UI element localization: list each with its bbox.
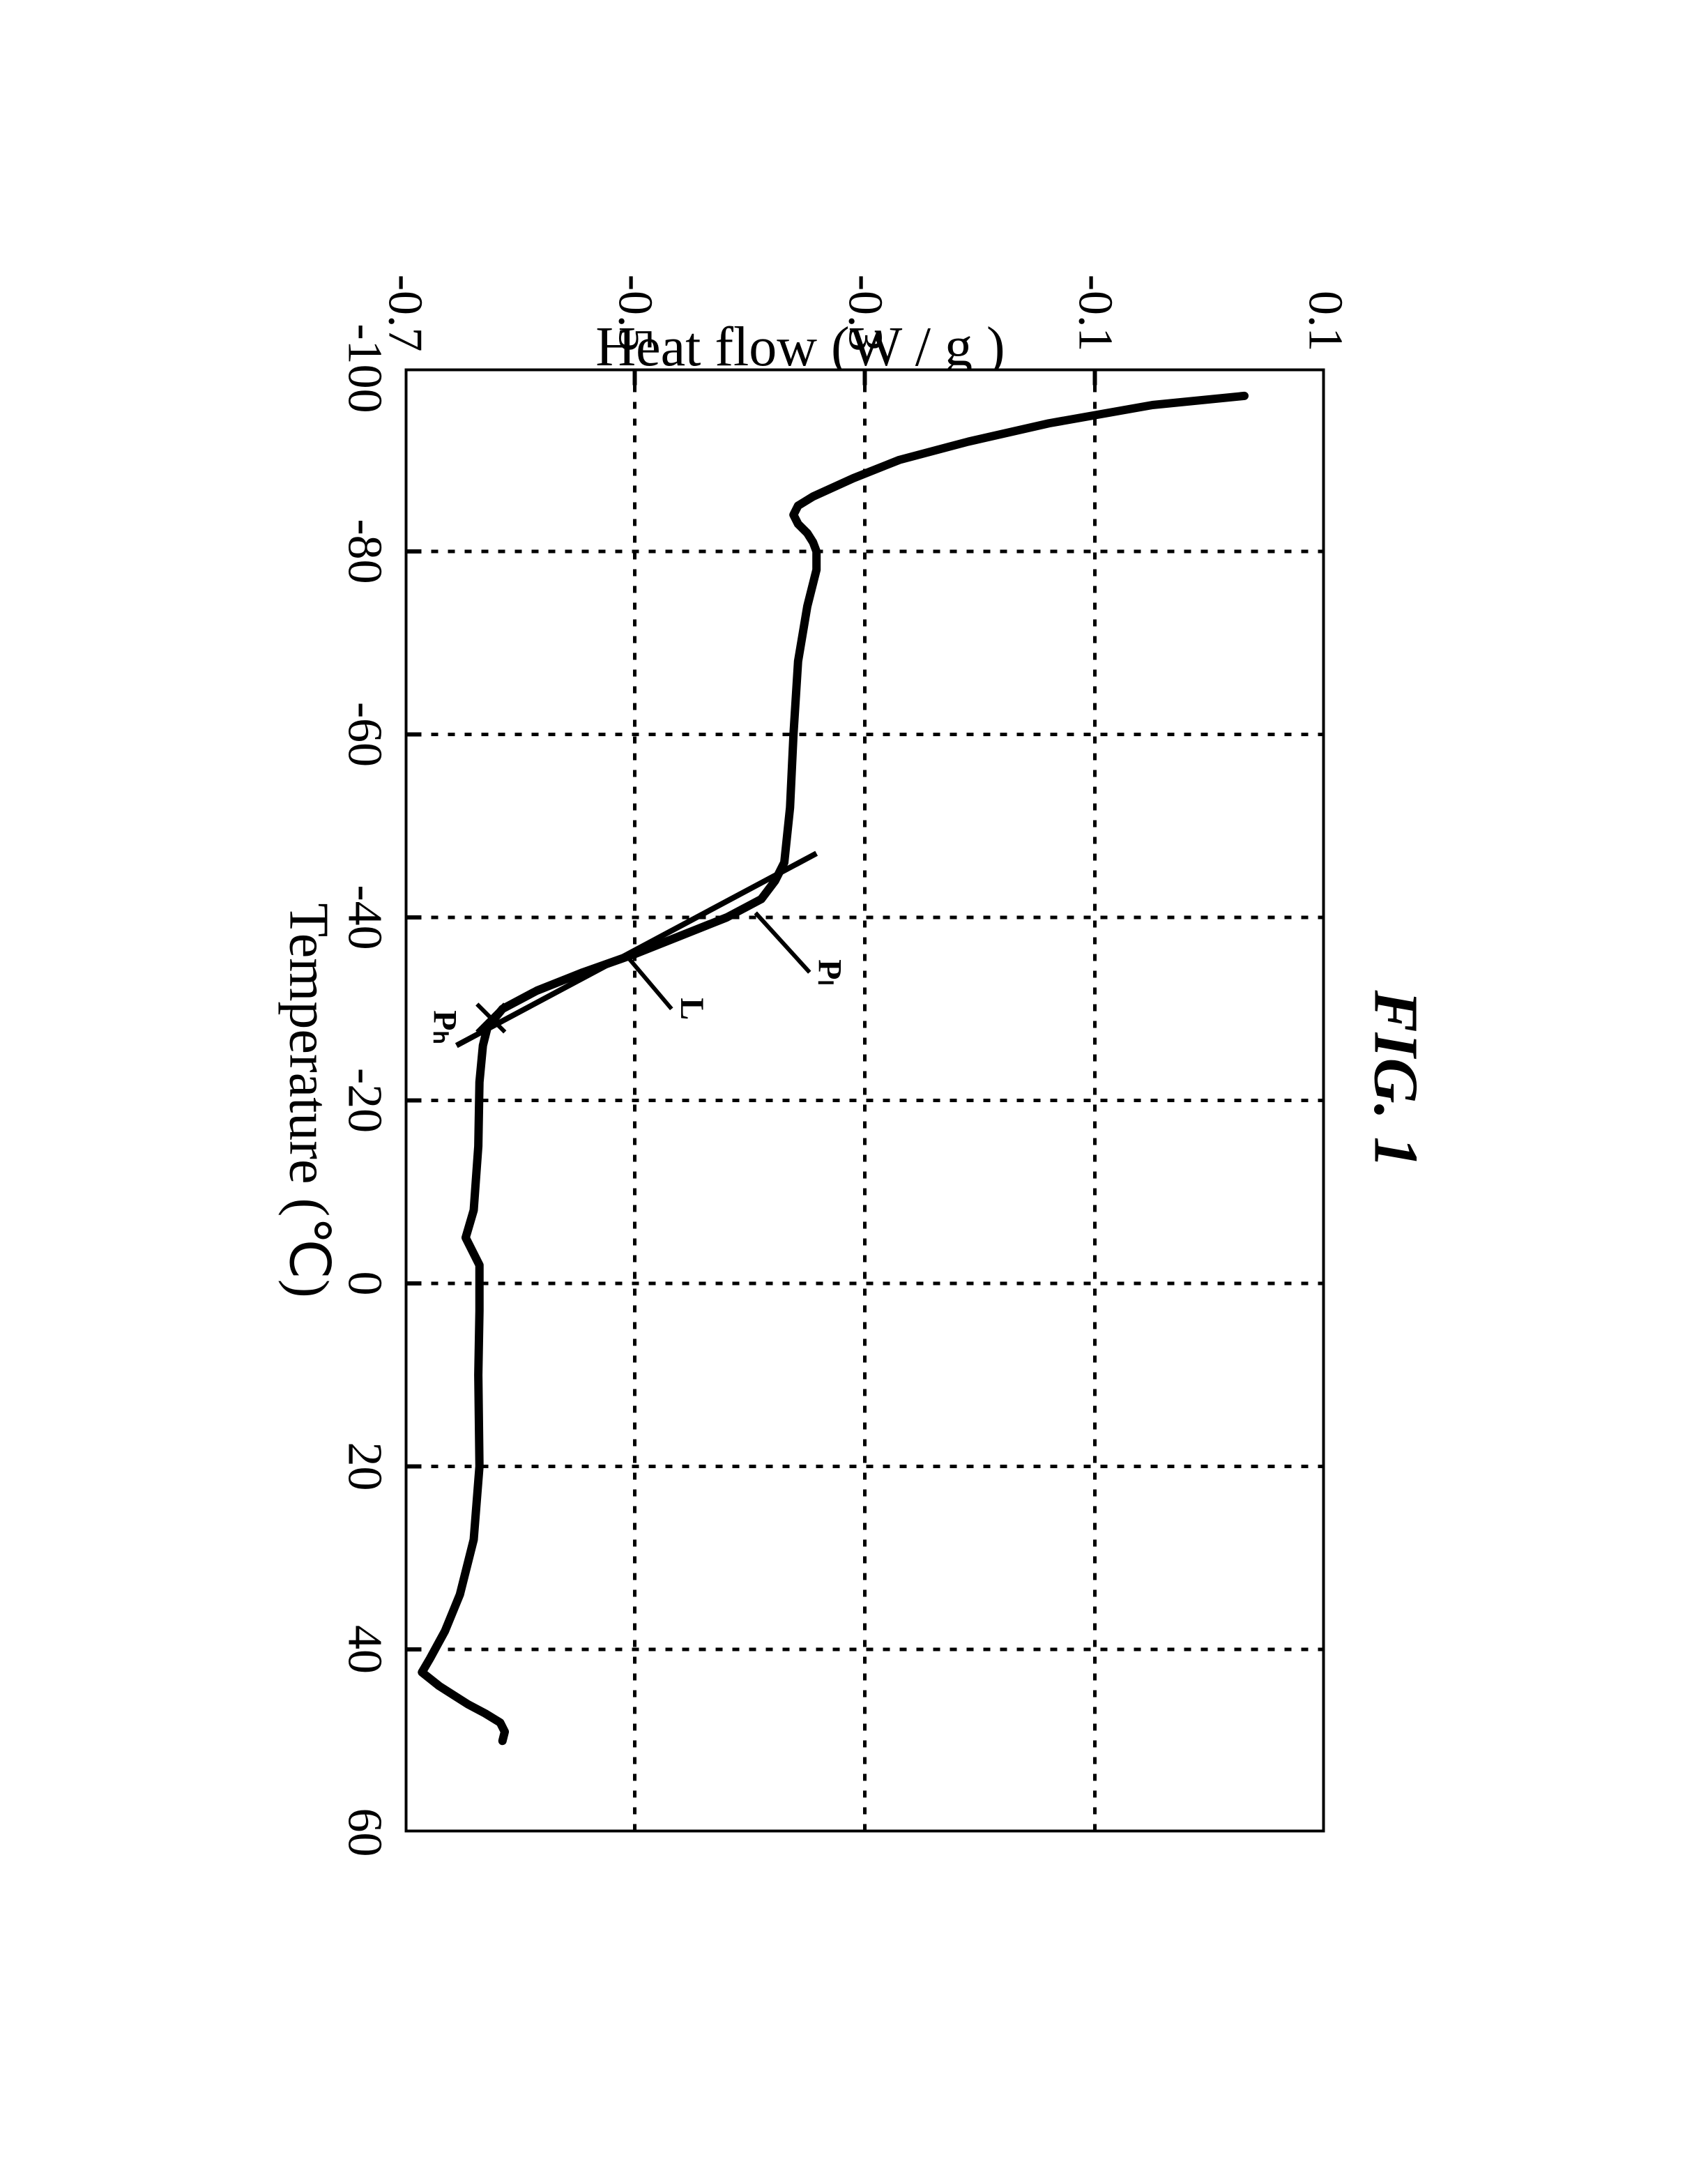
x-tick-label: 60	[337, 1808, 392, 1857]
chart-svg	[405, 369, 1325, 1833]
annotation-L: L	[673, 998, 712, 1020]
y-tick-label: 0.1	[1297, 291, 1353, 352]
figure-title: FIG. 1	[1360, 990, 1432, 1168]
x-tick-label: -20	[337, 1068, 392, 1133]
y-tick-label: -0.3	[837, 275, 893, 352]
plot-area: -0.7-0.5-0.3-0.10.1-100-80-60-40-2002040…	[405, 369, 1325, 1833]
x-tick-label: -60	[337, 702, 392, 767]
chart-wrap: Heat flow (W / g ) -0.7-0.5-0.3-0.10.1-1…	[277, 327, 1325, 1833]
x-tick-label: -100	[337, 323, 392, 413]
annotation-Ph: Pₕ	[425, 1010, 464, 1044]
x-tick-label: -40	[337, 885, 392, 949]
y-tick-label: -0.1	[1067, 275, 1123, 352]
x-tick-label: 20	[337, 1442, 392, 1491]
x-axis-label: Temperature (℃)	[277, 903, 342, 1297]
plot-column: -0.7-0.5-0.3-0.10.1-100-80-60-40-2002040…	[277, 369, 1325, 1833]
page-rotated: FIG. 1 Heat flow (W / g ) -0.7-0.5-0.3-0…	[277, 327, 1432, 1833]
y-tick-label: -0.5	[607, 275, 663, 352]
x-tick-label: -80	[337, 519, 392, 583]
annotation-P1: Pₗ	[811, 959, 850, 985]
x-tick-label: 0	[337, 1272, 392, 1296]
x-tick-label: 40	[337, 1625, 392, 1674]
